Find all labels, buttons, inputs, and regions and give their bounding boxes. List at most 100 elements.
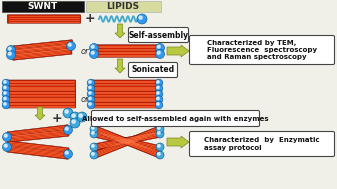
FancyBboxPatch shape [7,80,76,86]
Circle shape [158,127,160,129]
Circle shape [92,145,94,147]
Circle shape [77,112,87,122]
FancyArrow shape [167,136,189,148]
Text: +: + [85,12,95,26]
Circle shape [8,52,11,55]
Circle shape [91,51,94,54]
FancyBboxPatch shape [92,96,159,103]
Circle shape [2,85,10,92]
Text: Self-assembly: Self-assembly [128,30,189,40]
Circle shape [4,86,6,89]
Circle shape [79,114,82,117]
Circle shape [4,97,6,100]
Circle shape [139,16,142,19]
FancyBboxPatch shape [7,141,69,154]
Circle shape [156,130,164,138]
Text: +: + [52,112,62,125]
Circle shape [89,97,91,100]
FancyBboxPatch shape [13,40,73,52]
Circle shape [89,81,91,83]
Circle shape [87,79,95,87]
Circle shape [87,101,95,109]
Circle shape [4,81,6,83]
FancyBboxPatch shape [94,131,161,150]
FancyBboxPatch shape [95,45,161,51]
Circle shape [137,14,147,24]
FancyBboxPatch shape [92,91,159,97]
Text: Allowed to self-assembled again with enzymes: Allowed to self-assembled again with enz… [82,115,269,122]
FancyBboxPatch shape [189,132,335,156]
Circle shape [155,90,163,98]
Circle shape [4,92,6,94]
FancyBboxPatch shape [7,85,76,91]
Text: SWNT: SWNT [28,2,58,11]
FancyBboxPatch shape [12,48,72,60]
Circle shape [158,153,160,155]
Circle shape [157,103,159,105]
Circle shape [70,118,80,128]
Circle shape [90,143,98,151]
FancyBboxPatch shape [95,51,161,57]
Circle shape [156,125,164,133]
Circle shape [8,47,11,50]
Circle shape [155,101,163,109]
Text: Characterized by TEM,
Fluorescence  spectroscopy
and Raman spectroscopy: Characterized by TEM, Fluorescence spect… [207,40,317,60]
Circle shape [4,144,7,147]
FancyBboxPatch shape [189,36,335,64]
Circle shape [89,92,91,94]
Circle shape [158,132,160,134]
Circle shape [157,92,159,94]
FancyBboxPatch shape [7,146,69,159]
Text: Characterized  by  Enzymatic
assay protocol: Characterized by Enzymatic assay protoco… [204,137,320,151]
Circle shape [87,96,95,103]
FancyBboxPatch shape [7,130,69,142]
Circle shape [2,90,10,98]
FancyBboxPatch shape [92,102,159,108]
Circle shape [4,134,7,137]
FancyBboxPatch shape [94,131,161,152]
Circle shape [155,43,164,53]
Circle shape [2,101,10,109]
FancyBboxPatch shape [93,126,162,158]
FancyArrow shape [115,24,125,38]
FancyBboxPatch shape [7,102,76,108]
Text: LIPIDS: LIPIDS [106,2,140,11]
Bar [86,1,161,12]
Circle shape [155,96,163,103]
Circle shape [63,108,73,118]
Circle shape [63,125,72,135]
Circle shape [87,85,95,92]
Circle shape [89,103,91,105]
Circle shape [89,86,91,89]
Circle shape [2,79,10,87]
Circle shape [2,96,10,103]
Circle shape [90,125,98,133]
Circle shape [6,50,16,60]
Circle shape [90,151,98,159]
Circle shape [90,50,98,59]
Circle shape [157,45,160,48]
Circle shape [68,43,71,46]
Bar [2,1,84,12]
Circle shape [157,97,159,100]
Circle shape [156,143,164,151]
FancyArrow shape [115,59,125,73]
Circle shape [155,85,163,92]
Circle shape [157,81,159,83]
Circle shape [70,112,80,122]
Circle shape [155,50,164,59]
Circle shape [155,79,163,87]
FancyArrow shape [167,45,189,57]
Text: or: or [81,95,89,105]
FancyBboxPatch shape [128,63,178,77]
Circle shape [156,151,164,159]
Circle shape [6,46,16,54]
Circle shape [4,103,6,105]
Circle shape [63,149,72,159]
Circle shape [157,51,160,54]
Circle shape [157,86,159,89]
Circle shape [92,127,94,129]
FancyBboxPatch shape [92,111,259,126]
Circle shape [90,130,98,138]
Circle shape [92,132,94,134]
